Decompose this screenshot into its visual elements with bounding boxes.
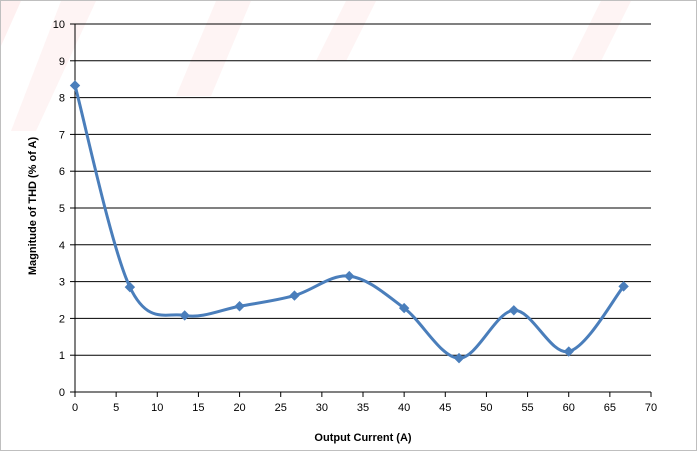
x-tick-label: 65 [604,402,616,414]
y-axis-title: Magnitude of THD (% of A) [27,137,39,276]
y-tick-label: 2 [59,313,65,325]
x-tick-labels: 0 5 10 15 20 25 30 35 40 45 50 55 60 65 70 [72,402,657,414]
data-point-marker [344,270,355,282]
y-tick-labels: 0 1 2 3 4 5 6 7 8 9 10 [53,19,65,399]
y-tick-label: 1 [59,350,65,362]
x-tick-label: 15 [192,402,204,414]
data-point-marker [234,301,245,312]
x-tick-label: 0 [72,402,78,414]
data-point-marker [453,352,465,364]
y-tick-label: 10 [53,19,65,31]
data-point-marker [563,346,574,357]
x-tick-label: 30 [316,402,328,414]
x-tick-label: 50 [480,402,492,414]
series-line [73,85,625,360]
data-point-marker [69,80,81,91]
x-axis-title: Output Current (A) [314,432,411,444]
data-point-marker [618,281,629,292]
x-tick-label: 20 [233,402,245,414]
x-tick-label: 45 [439,402,451,414]
x-tick-label: 25 [275,402,287,414]
x-tick-label: 5 [113,402,119,414]
y-tick-label: 3 [59,277,65,289]
x-tick-label: 60 [563,402,575,414]
y-tick-label: 4 [59,240,65,252]
x-tick-label: 40 [398,402,410,414]
y-tick-label: 5 [59,203,65,215]
data-point-marker [508,305,520,316]
x-tick-label: 55 [521,402,533,414]
x-tick-label: 35 [357,402,369,414]
data-point-marker [289,290,300,301]
data-point-marker [124,281,136,293]
y-tick-label: 8 [59,93,65,105]
data-point-marker [179,310,190,321]
x-tick-label: 10 [151,402,163,414]
y-tick-label: 6 [59,166,65,178]
data-point-marker [398,302,410,314]
x-tick-label: 70 [645,402,657,414]
y-tick-label: 7 [59,129,65,141]
y-tick-label: 0 [59,387,65,399]
series-points [69,80,629,364]
y-tick-label: 9 [59,56,65,68]
gridlines [70,23,652,397]
